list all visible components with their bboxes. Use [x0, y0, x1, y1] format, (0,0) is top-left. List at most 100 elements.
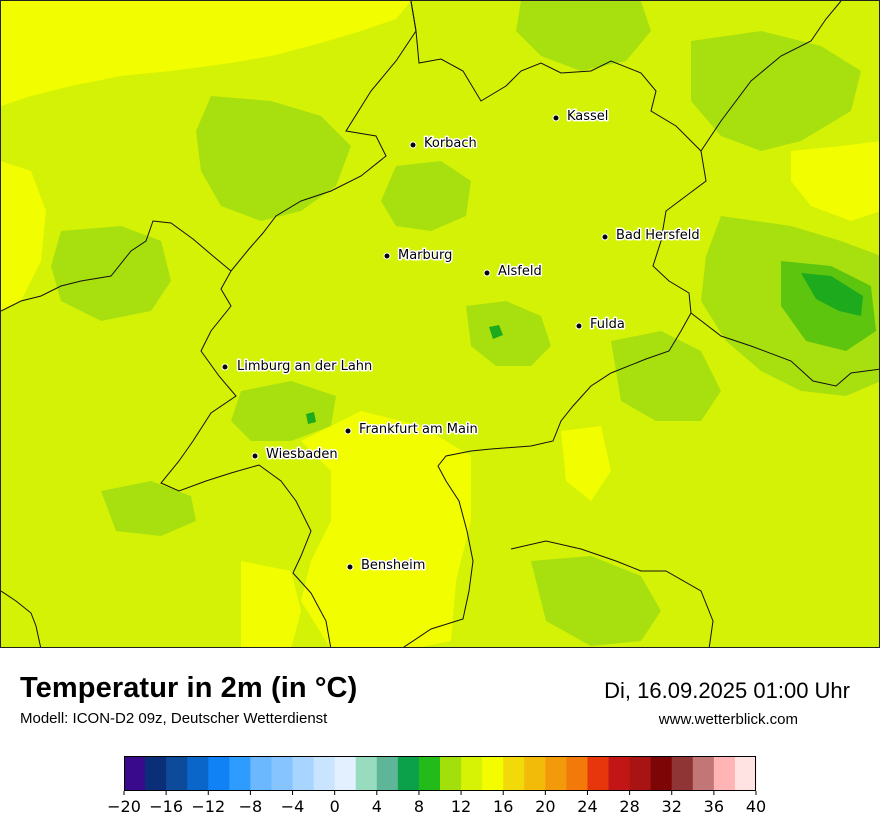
- map-canvas: Kassel Korbach Bad Hersfeld Marburg Alsf…: [1, 1, 879, 647]
- legend-swatch: [734, 756, 757, 791]
- warm-zone-northwest: [1, 1, 411, 106]
- legend-swatch: [692, 756, 715, 791]
- city-marker-korbach[interactable]: Korbach: [409, 135, 478, 153]
- legend-tick-label: −4: [281, 797, 305, 816]
- legend-swatch: [208, 756, 230, 791]
- legend-swatch: [545, 756, 567, 791]
- legend-tick-label: 8: [414, 797, 424, 816]
- warm-zone-southwest: [241, 561, 301, 647]
- cool-zone-north: [516, 1, 651, 71]
- legend-ticks: −20 −16 −12 −8 −4 0 4 8 12 16 20 24 28 32 36 40: [107, 791, 766, 816]
- legend-tick-label: 40: [746, 797, 766, 816]
- city-label: Kassel: [567, 109, 608, 124]
- city-label: Fulda: [590, 317, 625, 332]
- map-title: Temperatur in 2m (in °C): [20, 672, 358, 704]
- legend-swatch: [376, 756, 399, 791]
- legend-swatch: [503, 756, 525, 791]
- cool-zone-spessart: [611, 331, 721, 421]
- city-label: Frankfurt am Main: [359, 422, 478, 437]
- legend-tick-label: 24: [577, 797, 597, 816]
- legend-swatch: [334, 756, 357, 791]
- state-border-east: [690, 312, 879, 387]
- model-subtitle: Modell: ICON-D2 09z, Deutscher Wetterdie…: [20, 710, 328, 727]
- city-label: Marburg: [398, 248, 452, 263]
- legend-swatch: [145, 756, 167, 791]
- legend-swatch: [629, 756, 652, 791]
- cool-zone-taunus: [231, 381, 336, 441]
- city-marker-kassel[interactable]: Kassel: [552, 108, 610, 126]
- legend-swatch: [650, 756, 673, 791]
- state-border-southwest: [1, 590, 42, 647]
- state-border-west: [160, 1, 417, 647]
- legend-swatch: [124, 756, 146, 791]
- legend-swatch: [397, 756, 420, 791]
- legend-tick-label: −8: [239, 797, 263, 816]
- cool-zone-kellerwald: [381, 161, 471, 231]
- state-border-hesse: [403, 1, 707, 647]
- legend-swatch: [566, 756, 588, 791]
- legend-swatch: [187, 756, 209, 791]
- city-marker-marburg[interactable]: Marburg: [383, 247, 454, 265]
- legend-tick-label: 28: [619, 797, 639, 816]
- cool-zone-odenwald: [531, 556, 661, 646]
- warm-zone-rhine: [301, 411, 471, 647]
- cool-zone-sauerland: [196, 96, 351, 221]
- legend-swatch: [271, 756, 293, 791]
- city-marker-bad-hersfeld[interactable]: Bad Hersfeld: [601, 227, 701, 245]
- legend-tick-label: 32: [662, 797, 682, 816]
- legend-tick-label: 4: [372, 797, 382, 816]
- city-marker-frankfurt[interactable]: Frankfurt am Main: [344, 421, 479, 439]
- cool-zone-northeast: [691, 31, 861, 151]
- dark-green-patch-rhoen: [801, 273, 863, 316]
- city-label: Alsfeld: [498, 264, 542, 279]
- city-label: Bensheim: [361, 558, 425, 573]
- city-marker-bensheim[interactable]: Bensheim: [346, 557, 427, 575]
- legend-swatch: [440, 756, 462, 791]
- legend-tick-label: 16: [493, 797, 513, 816]
- city-marker-limburg[interactable]: Limburg an der Lahn: [221, 358, 374, 376]
- legend-tick-label: −12: [191, 797, 225, 816]
- legend-swatch: [482, 756, 504, 791]
- legend-swatch: [313, 756, 336, 791]
- city-marker-fulda[interactable]: Fulda: [575, 316, 626, 334]
- legend-swatch: [229, 756, 251, 791]
- state-border-south: [510, 540, 714, 647]
- legend-swatch: [608, 756, 630, 791]
- legend-swatch: [418, 756, 441, 791]
- legend-swatch: [250, 756, 272, 791]
- green-patch-rhoen: [781, 261, 876, 351]
- legend-swatch: [671, 756, 694, 791]
- legend-swatches: [124, 756, 757, 791]
- warm-zone-east: [791, 141, 879, 221]
- city-label: Limburg an der Lahn: [237, 359, 372, 374]
- warm-zone-west: [1, 161, 46, 311]
- legend-swatch: [461, 756, 483, 791]
- website-link[interactable]: www.wetterblick.com: [658, 711, 798, 728]
- legend-tick-label: −20: [107, 797, 141, 816]
- legend-tick-label: 0: [330, 797, 340, 816]
- city-marker-wiesbaden[interactable]: Wiesbaden: [251, 446, 339, 464]
- state-border-northeast: [700, 1, 842, 152]
- legend-tick-label: 20: [535, 797, 555, 816]
- temperature-map[interactable]: Kassel Korbach Bad Hersfeld Marburg Alsf…: [0, 0, 880, 648]
- legend-swatch: [524, 756, 546, 791]
- legend-swatch: [355, 756, 378, 791]
- city-label: Korbach: [424, 136, 477, 151]
- city-label: Wiesbaden: [266, 447, 338, 462]
- city-marker-alsfeld[interactable]: Alsfeld: [483, 263, 543, 281]
- legend-colorbar: −20 −16 −12 −8 −4 0 4 8 12 16 20 24 28 32 36 40: [107, 756, 766, 816]
- legend-tick-label: 12: [451, 797, 471, 816]
- legend-swatch: [587, 756, 609, 791]
- cool-zone-westerwald: [51, 226, 171, 321]
- dark-green-patch-taunus: [306, 412, 316, 424]
- forecast-datetime: Di, 16.09.2025 01:00 Uhr: [604, 678, 850, 703]
- warm-zone-southeast: [561, 426, 611, 501]
- legend-swatch: [713, 756, 736, 791]
- dark-green-patch-vogelsberg: [489, 325, 503, 339]
- cool-zone-vogelsberg: [466, 301, 551, 366]
- state-border-northwest: [1, 220, 232, 312]
- city-label: Bad Hersfeld: [616, 228, 700, 243]
- legend-tick-label: 36: [704, 797, 724, 816]
- legend-border: [124, 756, 756, 791]
- temperature-legend: −20 −16 −12 −8 −4 0 4 8 12 16 20 24 28 32 36 40: [107, 756, 766, 816]
